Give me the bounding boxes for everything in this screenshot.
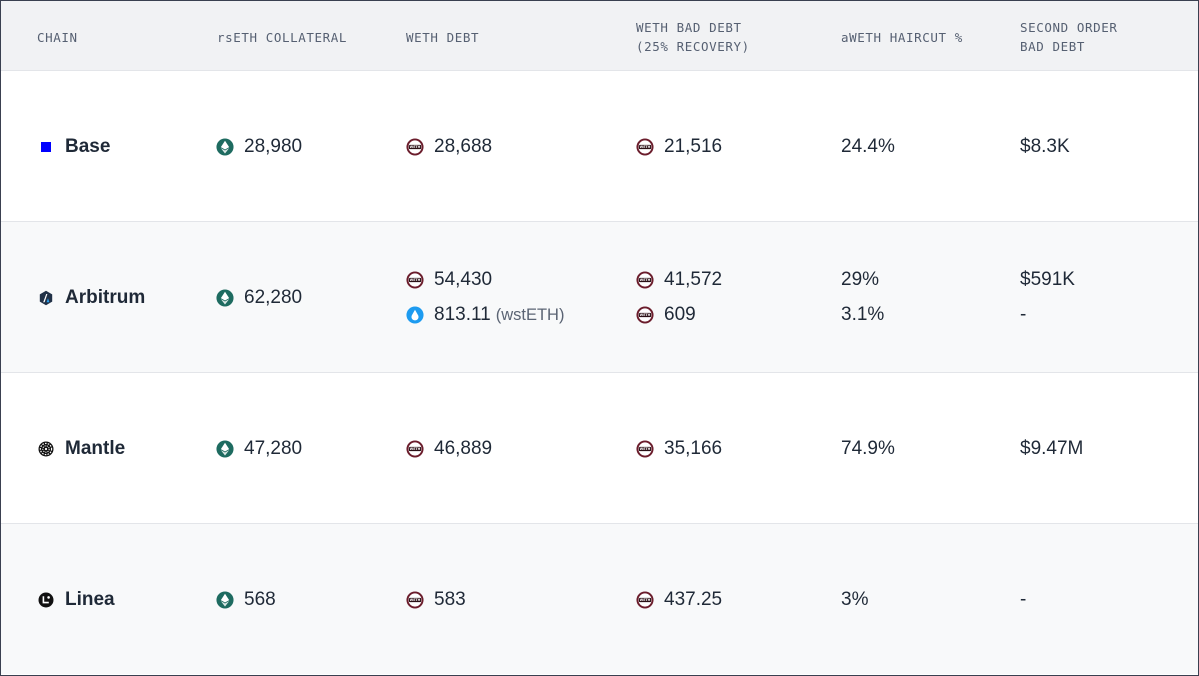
header-rseth-collateral: rsETH COLLATERAL bbox=[217, 30, 348, 45]
weth-bad-debt-value: 41,572 bbox=[664, 269, 723, 290]
wsteth-debt-note: (wstETH) bbox=[495, 305, 565, 324]
table-row-mantle: Mantle 47,280 46,889 35,166 74.9% $9.47M bbox=[1, 373, 1198, 524]
weth-icon bbox=[406, 271, 424, 289]
weth-icon bbox=[636, 591, 654, 609]
weth-bad-debt-cell-2: 609 bbox=[636, 303, 696, 327]
weth-bad-debt-value: 21,516 bbox=[664, 136, 723, 157]
weth-bad-debt-value-2: 609 bbox=[664, 304, 696, 325]
header-weth-debt: WETH DEBT bbox=[406, 30, 480, 45]
header-aweth-haircut: aWETH HAIRCUT % bbox=[841, 30, 963, 45]
weth-debt-cell: 46,889 bbox=[406, 437, 492, 461]
rseth-collateral-value: 47,280 bbox=[244, 438, 303, 459]
rseth-icon bbox=[216, 289, 234, 307]
aweth-haircut-cell: 24.4% bbox=[841, 135, 895, 159]
chain-cell: Mantle bbox=[38, 437, 125, 461]
chain-name: Arbitrum bbox=[65, 287, 146, 308]
rseth-collateral-value: 568 bbox=[244, 589, 276, 610]
weth-debt-value: 583 bbox=[434, 589, 466, 610]
second-order-bad-debt-value: $591K bbox=[1020, 269, 1075, 290]
aweth-haircut-value-2: 3.1% bbox=[841, 304, 885, 325]
second-order-bad-debt-cell: $591K bbox=[1020, 268, 1075, 292]
rseth-icon bbox=[216, 440, 234, 458]
header-second-order-bad-debt: SECOND ORDER BAD DEBT bbox=[1020, 20, 1118, 54]
table-row-arbitrum: Arbitrum 62,280 54,430 813.11 (wstETH) 4… bbox=[1, 222, 1198, 373]
weth-icon bbox=[636, 271, 654, 289]
second-order-bad-debt-value: - bbox=[1020, 589, 1027, 610]
table-row-linea: Linea 568 583 437.25 3% - bbox=[1, 524, 1198, 674]
second-order-bad-debt-value-2: - bbox=[1020, 304, 1027, 325]
second-order-bad-debt-cell: $9.47M bbox=[1020, 437, 1083, 461]
weth-icon bbox=[636, 138, 654, 156]
weth-debt-value: 46,889 bbox=[434, 438, 493, 459]
rseth-icon bbox=[216, 138, 234, 156]
rseth-icon bbox=[216, 591, 234, 609]
wsteth-debt-cell: 813.11 (wstETH) bbox=[406, 303, 564, 327]
aweth-haircut-value: 29% bbox=[841, 269, 880, 290]
weth-bad-debt-value: 437.25 bbox=[664, 589, 723, 610]
weth-icon bbox=[636, 440, 654, 458]
chain-name: Linea bbox=[65, 589, 115, 610]
table-row-base: Base 28,980 28,688 21,516 24.4% $8.3K bbox=[1, 71, 1198, 222]
weth-bad-debt-cell: 437.25 bbox=[636, 588, 722, 612]
header-chain: CHAIN bbox=[37, 30, 78, 45]
weth-debt-cell: 54,430 bbox=[406, 268, 492, 292]
aweth-haircut-value: 3% bbox=[841, 589, 869, 610]
weth-icon bbox=[406, 138, 424, 156]
base-square-icon bbox=[38, 139, 54, 155]
weth-bad-debt-cell: 21,516 bbox=[636, 135, 722, 159]
rseth-collateral-value: 62,280 bbox=[244, 287, 303, 308]
chain-name: Base bbox=[65, 136, 111, 157]
aweth-haircut-value: 24.4% bbox=[841, 136, 895, 157]
chain-name: Mantle bbox=[65, 438, 126, 459]
second-order-bad-debt-cell-2: - bbox=[1020, 303, 1026, 327]
weth-debt-cell: 583 bbox=[406, 588, 466, 612]
aweth-haircut-cell: 29% bbox=[841, 268, 879, 292]
second-order-bad-debt-value: $8.3K bbox=[1020, 136, 1070, 157]
second-order-bad-debt-value: $9.47M bbox=[1020, 438, 1084, 459]
rseth-collateral-cell: 62,280 bbox=[216, 286, 302, 310]
weth-icon bbox=[406, 440, 424, 458]
weth-debt-cell: 28,688 bbox=[406, 135, 492, 159]
chain-cell: Arbitrum bbox=[38, 286, 145, 310]
second-order-bad-debt-cell: $8.3K bbox=[1020, 135, 1070, 159]
linea-icon bbox=[38, 592, 54, 608]
weth-icon bbox=[636, 306, 654, 324]
weth-bad-debt-cell: 41,572 bbox=[636, 268, 722, 292]
rseth-collateral-cell: 47,280 bbox=[216, 437, 302, 461]
weth-icon bbox=[406, 591, 424, 609]
header-weth-bad-debt: WETH BAD DEBT (25% RECOVERY) bbox=[636, 20, 750, 54]
aweth-haircut-cell: 3% bbox=[841, 588, 868, 612]
wsteth-icon bbox=[406, 306, 424, 324]
wsteth-debt-value: 813.11 bbox=[434, 304, 491, 325]
weth-bad-debt-value: 35,166 bbox=[664, 438, 723, 459]
weth-debt-value: 54,430 bbox=[434, 269, 493, 290]
second-order-bad-debt-cell: - bbox=[1020, 588, 1026, 612]
rseth-collateral-cell: 568 bbox=[216, 588, 276, 612]
mantle-icon bbox=[38, 441, 54, 457]
aweth-haircut-value: 74.9% bbox=[841, 438, 895, 459]
chain-cell: Base bbox=[38, 135, 110, 159]
weth-bad-debt-cell: 35,166 bbox=[636, 437, 722, 461]
arbitrum-icon bbox=[38, 290, 54, 306]
weth-debt-value: 28,688 bbox=[434, 136, 493, 157]
rseth-collateral-value: 28,980 bbox=[244, 136, 303, 157]
aweth-haircut-cell-2: 3.1% bbox=[841, 303, 884, 327]
aweth-haircut-cell: 74.9% bbox=[841, 437, 895, 461]
chain-cell: Linea bbox=[38, 588, 115, 612]
table-header-row: CHAIN rsETH COLLATERAL WETH DEBT WETH BA… bbox=[1, 1, 1198, 71]
rseth-collateral-cell: 28,980 bbox=[216, 135, 302, 159]
